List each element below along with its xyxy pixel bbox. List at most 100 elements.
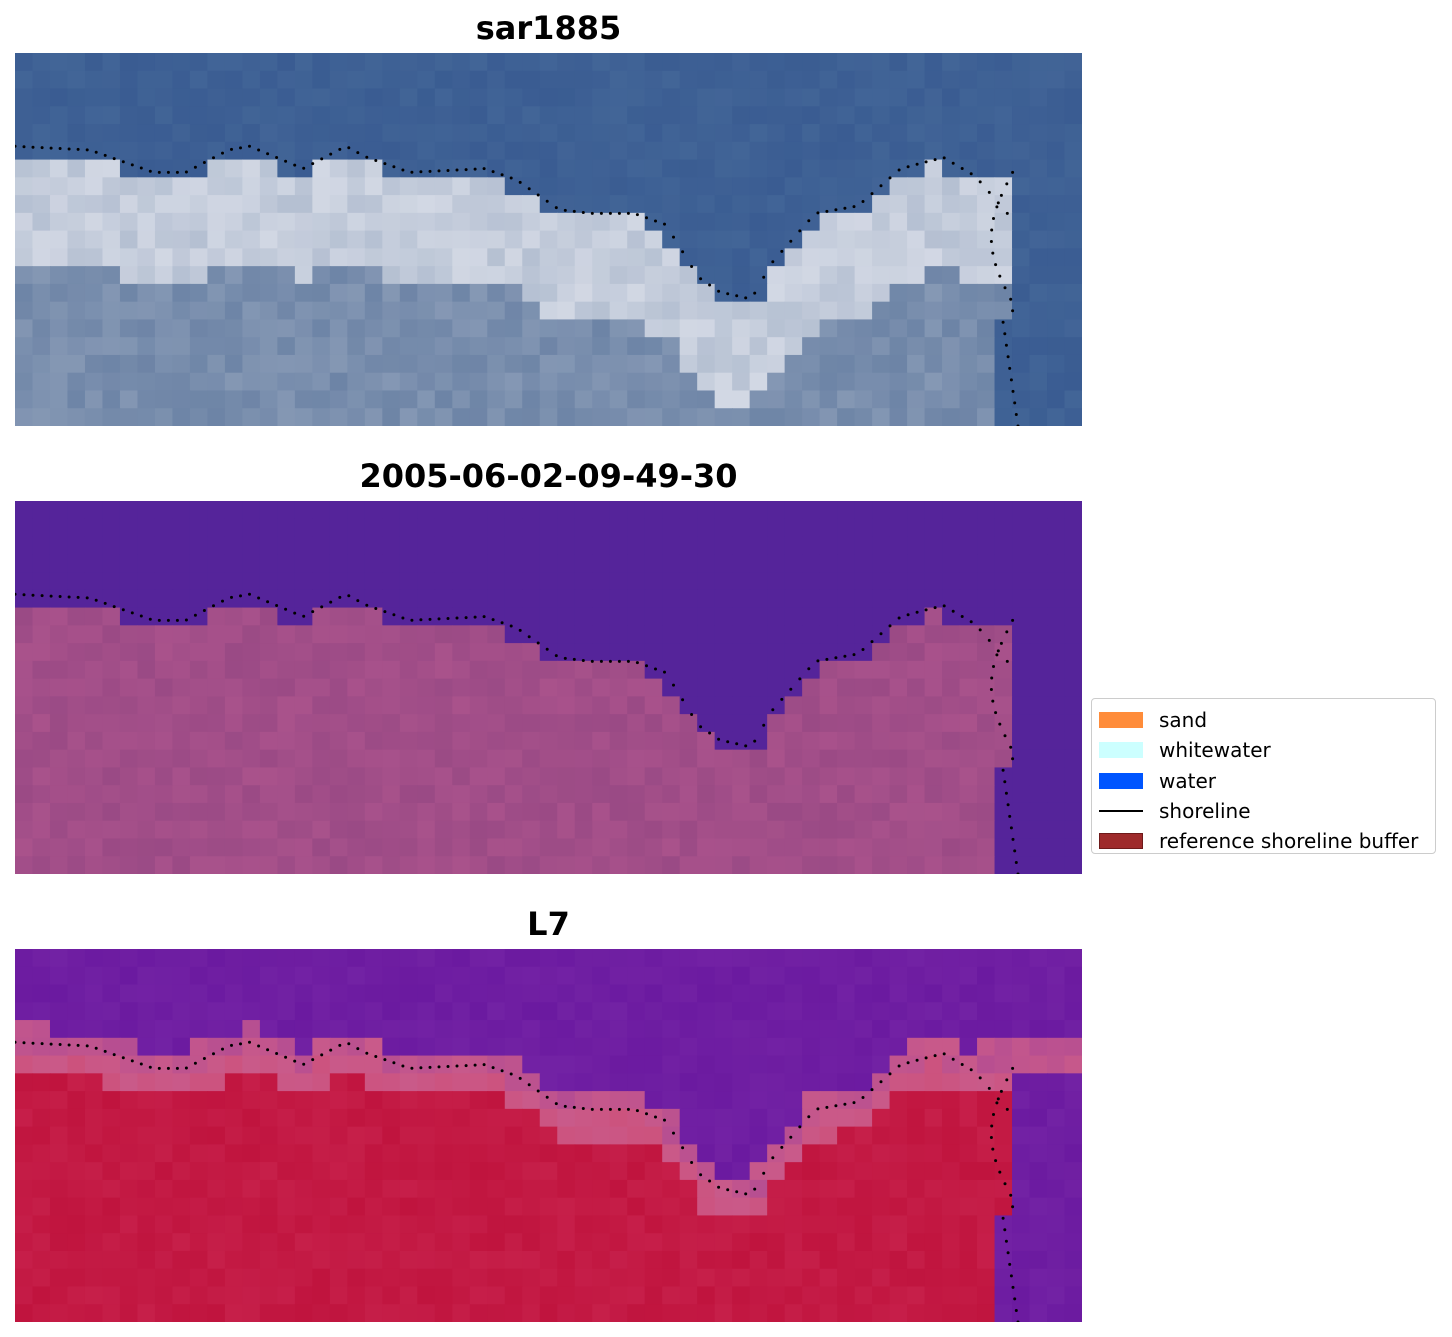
image-pixel xyxy=(102,518,121,538)
shoreline-point xyxy=(76,1043,80,1047)
image-pixel xyxy=(1029,372,1048,392)
image-pixel xyxy=(32,749,51,769)
image-pixel xyxy=(49,554,69,573)
image-pixel xyxy=(539,88,558,107)
image-pixel xyxy=(784,141,803,161)
image-pixel xyxy=(329,625,348,644)
image-pixel xyxy=(749,820,768,840)
image-pixel xyxy=(889,1304,908,1322)
image-pixel xyxy=(907,501,926,520)
image-pixel xyxy=(277,984,296,1003)
image-pixel xyxy=(749,266,768,285)
image-pixel xyxy=(679,767,698,786)
image-pixel xyxy=(207,1108,226,1128)
image-pixel xyxy=(417,124,436,143)
shoreline-point xyxy=(906,1061,910,1065)
image-pixel xyxy=(364,501,383,520)
image-pixel xyxy=(329,589,348,609)
image-pixel xyxy=(574,372,593,392)
image-pixel xyxy=(714,1144,733,1163)
image-pixel xyxy=(819,696,838,715)
shoreline-point xyxy=(40,594,44,598)
image-pixel xyxy=(522,1108,541,1128)
image-pixel xyxy=(592,966,611,986)
image-pixel xyxy=(137,124,156,143)
image-pixel xyxy=(767,838,786,857)
image-pixel xyxy=(242,70,261,90)
image-pixel xyxy=(819,554,838,573)
image-pixel xyxy=(1064,501,1082,520)
image-pixel xyxy=(49,1144,69,1163)
image-pixel xyxy=(679,838,698,857)
image-pixel xyxy=(802,785,821,804)
image-pixel xyxy=(592,536,611,555)
image-pixel xyxy=(994,1233,1013,1252)
image-pixel xyxy=(277,1179,296,1199)
image-pixel xyxy=(1012,372,1031,392)
image-pixel xyxy=(977,660,996,680)
image-pixel xyxy=(294,572,313,591)
image-pixel xyxy=(539,212,558,232)
image-pixel xyxy=(452,354,471,374)
image-pixel xyxy=(417,1179,436,1199)
image-pixel xyxy=(49,643,69,662)
image-pixel xyxy=(259,785,278,804)
image-pixel xyxy=(627,572,646,591)
image-pixel xyxy=(539,767,558,786)
image-pixel xyxy=(487,625,506,644)
image-pixel xyxy=(417,177,436,196)
shoreline-point xyxy=(771,1156,775,1160)
image-pixel xyxy=(714,212,733,232)
image-pixel xyxy=(277,372,296,392)
image-pixel xyxy=(189,70,209,90)
shoreline-point xyxy=(302,166,306,170)
image-pixel xyxy=(49,319,69,338)
image-pixel xyxy=(732,408,751,426)
image-pixel xyxy=(119,283,139,303)
image-pixel xyxy=(574,802,593,822)
image-pixel xyxy=(819,354,838,374)
image-pixel xyxy=(662,785,681,804)
image-pixel xyxy=(1012,1286,1031,1305)
image-pixel xyxy=(679,518,698,538)
image-pixel xyxy=(15,283,34,303)
image-pixel xyxy=(1047,248,1066,267)
image-pixel xyxy=(977,1073,996,1092)
image-pixel xyxy=(557,1233,576,1252)
shoreline-point xyxy=(383,1058,387,1062)
shoreline-point xyxy=(428,617,432,621)
image-pixel xyxy=(1047,141,1066,161)
image-pixel xyxy=(609,1286,628,1305)
image-pixel xyxy=(382,266,401,285)
image-pixel xyxy=(189,1037,209,1057)
image-pixel xyxy=(49,714,69,733)
image-pixel xyxy=(522,177,541,196)
image-pixel xyxy=(609,1268,628,1288)
image-pixel xyxy=(784,88,803,107)
image-pixel xyxy=(137,1268,156,1288)
image-pixel xyxy=(32,1108,51,1128)
image-pixel xyxy=(732,536,751,555)
image-pixel xyxy=(504,301,523,321)
image-pixel xyxy=(224,536,243,555)
image-pixel xyxy=(994,501,1013,520)
image-pixel xyxy=(732,1304,751,1322)
image-pixel xyxy=(924,230,943,249)
image-pixel xyxy=(189,1073,209,1092)
image-pixel xyxy=(854,124,873,143)
image-pixel xyxy=(644,572,663,591)
image-pixel xyxy=(924,70,943,90)
image-pixel xyxy=(679,1020,698,1039)
image-pixel xyxy=(539,283,558,303)
image-pixel xyxy=(207,283,226,303)
image-pixel xyxy=(924,1108,943,1128)
image-pixel xyxy=(504,696,523,715)
image-pixel xyxy=(767,625,786,644)
image-pixel xyxy=(242,518,261,538)
image-pixel xyxy=(137,660,156,680)
image-pixel xyxy=(1064,984,1082,1003)
image-pixel xyxy=(907,678,926,697)
image-pixel xyxy=(277,767,296,786)
image-pixel xyxy=(329,1073,348,1092)
image-pixel xyxy=(1012,212,1031,232)
